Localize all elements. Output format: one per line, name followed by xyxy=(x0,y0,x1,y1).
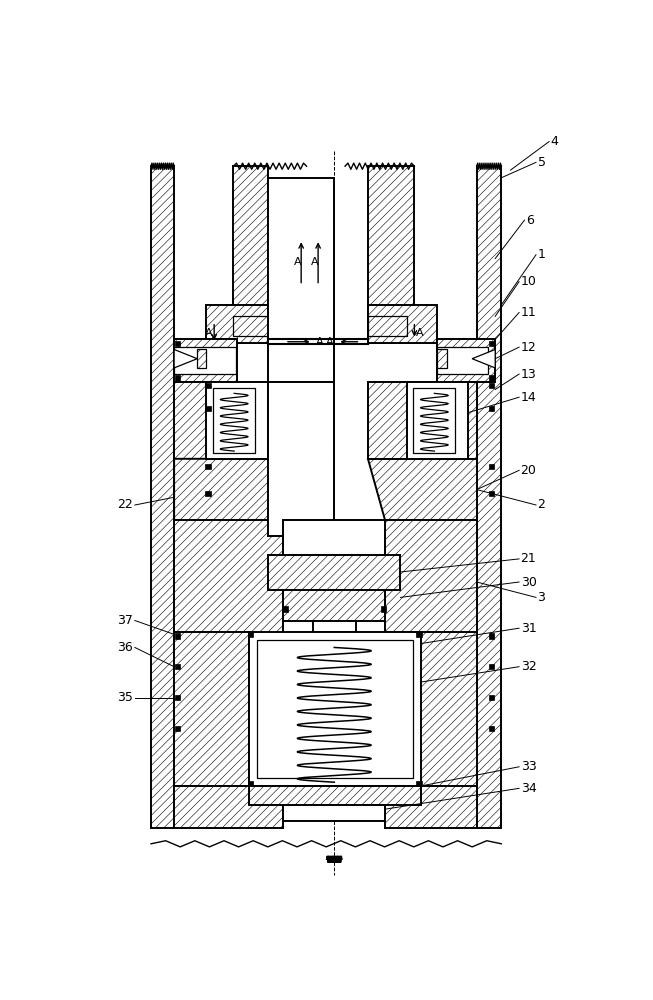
Bar xyxy=(368,305,438,343)
Polygon shape xyxy=(438,339,495,382)
Bar xyxy=(257,640,413,778)
Polygon shape xyxy=(472,349,495,368)
Polygon shape xyxy=(197,349,206,368)
Text: 35: 35 xyxy=(118,691,133,704)
Bar xyxy=(488,464,494,469)
Bar xyxy=(174,341,180,346)
Bar xyxy=(174,726,180,731)
Text: 21: 21 xyxy=(520,552,536,565)
Bar xyxy=(368,166,415,343)
Polygon shape xyxy=(174,349,197,368)
Text: 14: 14 xyxy=(520,391,536,404)
Bar xyxy=(174,632,249,786)
Text: 20: 20 xyxy=(520,464,537,477)
Bar xyxy=(205,491,211,496)
Bar xyxy=(477,166,502,828)
Bar xyxy=(174,633,180,639)
Bar xyxy=(174,339,236,382)
Text: 33: 33 xyxy=(520,760,536,773)
Text: A: A xyxy=(205,328,213,338)
Bar xyxy=(313,620,356,632)
Bar xyxy=(283,805,385,821)
Bar xyxy=(174,786,283,828)
Bar xyxy=(233,166,268,343)
Bar xyxy=(381,606,387,612)
Bar xyxy=(206,305,268,343)
Text: 4: 4 xyxy=(550,135,558,148)
Bar xyxy=(233,316,268,336)
Text: 31: 31 xyxy=(520,622,536,635)
Bar xyxy=(268,382,334,536)
Bar xyxy=(385,786,477,828)
Bar xyxy=(206,382,268,459)
Bar xyxy=(268,178,334,382)
Polygon shape xyxy=(174,339,237,382)
Text: 2: 2 xyxy=(537,498,545,512)
Polygon shape xyxy=(174,459,283,520)
Text: 1: 1 xyxy=(537,248,545,261)
Bar xyxy=(385,632,477,786)
Bar xyxy=(488,633,494,639)
Polygon shape xyxy=(368,382,477,459)
Text: 22: 22 xyxy=(118,498,133,512)
Text: A: A xyxy=(316,337,323,347)
Text: 6: 6 xyxy=(526,214,534,227)
Bar xyxy=(385,520,477,805)
Bar xyxy=(174,520,283,805)
Bar xyxy=(438,347,488,374)
Bar xyxy=(174,375,180,381)
Text: 13: 13 xyxy=(520,368,536,381)
Polygon shape xyxy=(174,382,268,459)
Text: A: A xyxy=(310,257,318,267)
Bar xyxy=(205,383,211,388)
Text: 12: 12 xyxy=(520,341,536,354)
Bar xyxy=(488,406,494,411)
Text: 30: 30 xyxy=(520,576,537,588)
Bar xyxy=(283,590,385,620)
Text: A: A xyxy=(416,328,424,338)
Bar xyxy=(213,388,255,453)
Bar xyxy=(488,695,494,700)
Bar xyxy=(249,786,421,805)
Bar xyxy=(282,606,288,612)
Bar xyxy=(174,347,236,374)
Text: A: A xyxy=(293,257,301,267)
Text: 11: 11 xyxy=(520,306,536,319)
Bar xyxy=(205,406,211,411)
Text: 37: 37 xyxy=(118,614,133,627)
Bar xyxy=(283,520,385,555)
Bar xyxy=(488,491,494,496)
Text: 5: 5 xyxy=(537,156,545,169)
Bar xyxy=(490,341,495,346)
Bar xyxy=(488,383,494,388)
Bar xyxy=(413,388,455,453)
Bar xyxy=(151,166,174,828)
Bar xyxy=(438,339,495,382)
Text: 32: 32 xyxy=(520,660,536,673)
Text: 3: 3 xyxy=(537,591,545,604)
Bar xyxy=(268,555,400,590)
Polygon shape xyxy=(368,459,477,520)
Bar xyxy=(249,632,421,786)
Text: A: A xyxy=(326,337,334,347)
Text: 34: 34 xyxy=(520,782,536,795)
Bar xyxy=(247,632,253,637)
Bar xyxy=(368,316,407,336)
Bar xyxy=(416,781,422,786)
Bar xyxy=(247,781,253,786)
Polygon shape xyxy=(438,349,447,368)
Text: 10: 10 xyxy=(520,275,537,288)
Bar xyxy=(488,726,494,731)
Text: 36: 36 xyxy=(118,641,133,654)
Bar xyxy=(174,664,180,669)
Bar xyxy=(488,664,494,669)
Bar xyxy=(416,632,422,637)
Bar xyxy=(174,695,180,700)
Bar xyxy=(205,464,211,469)
Bar xyxy=(490,375,495,381)
Bar xyxy=(407,382,468,459)
